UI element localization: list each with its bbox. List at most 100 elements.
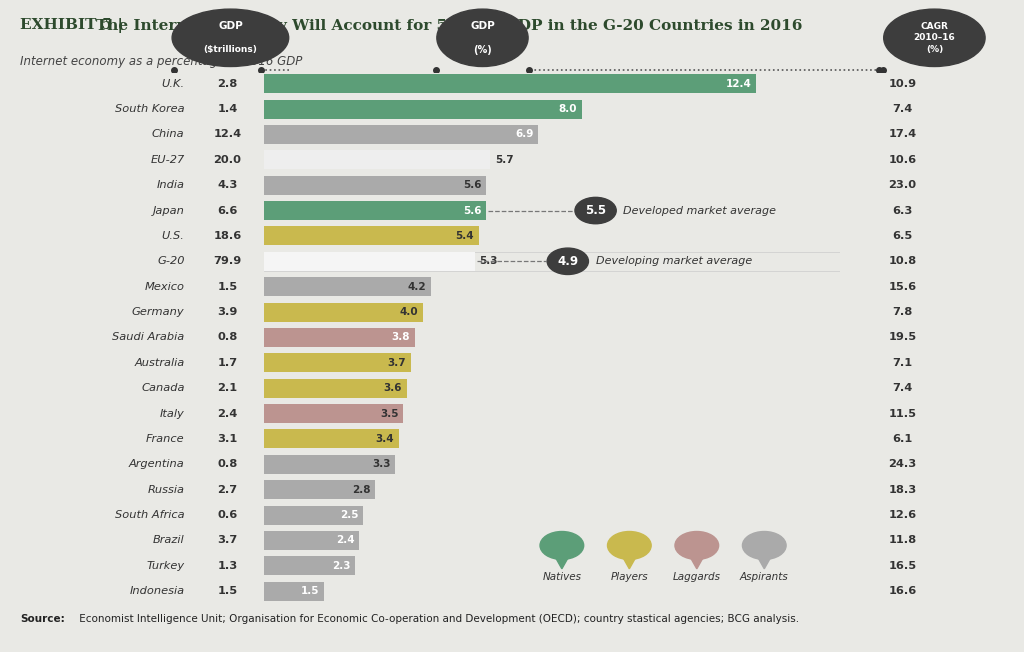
Text: 2.5: 2.5 <box>340 510 358 520</box>
Bar <box>264 226 478 245</box>
Text: 3.7: 3.7 <box>388 358 407 368</box>
Text: 4.0: 4.0 <box>399 307 418 317</box>
Text: Laggards: Laggards <box>673 572 721 582</box>
Bar <box>264 252 840 271</box>
Bar <box>264 353 411 372</box>
Circle shape <box>675 531 719 559</box>
Text: 79.9: 79.9 <box>213 256 242 266</box>
Text: Japan: Japan <box>153 205 184 216</box>
Text: Germany: Germany <box>132 307 184 317</box>
Text: 3.4: 3.4 <box>376 434 394 444</box>
Text: Developed market average: Developed market average <box>624 205 776 216</box>
Text: 2.7: 2.7 <box>217 484 238 495</box>
Text: GDP: GDP <box>218 21 243 31</box>
Text: 4.2: 4.2 <box>408 282 426 291</box>
Text: 5.4: 5.4 <box>455 231 474 241</box>
Bar <box>264 277 431 296</box>
Text: 6.3: 6.3 <box>893 205 912 216</box>
Text: 12.6: 12.6 <box>889 510 916 520</box>
Bar <box>264 582 324 600</box>
Text: 2.4: 2.4 <box>217 409 238 419</box>
Text: 2.8: 2.8 <box>217 79 238 89</box>
Polygon shape <box>555 556 569 569</box>
Text: 19.5: 19.5 <box>889 333 916 342</box>
Text: 3.8: 3.8 <box>392 333 411 342</box>
Text: 4.9: 4.9 <box>557 255 579 268</box>
Text: 10.6: 10.6 <box>889 155 916 165</box>
Text: 1.4: 1.4 <box>217 104 238 114</box>
Text: 15.6: 15.6 <box>889 282 916 291</box>
Text: 7.1: 7.1 <box>893 358 912 368</box>
Text: 5.5: 5.5 <box>585 204 606 217</box>
Text: Australia: Australia <box>134 358 184 368</box>
Text: 7.4: 7.4 <box>893 104 912 114</box>
Text: 10.8: 10.8 <box>889 256 916 266</box>
Ellipse shape <box>884 9 985 67</box>
Circle shape <box>547 248 589 274</box>
Text: Players: Players <box>610 572 648 582</box>
Text: 0.8: 0.8 <box>217 333 238 342</box>
Bar <box>264 480 376 499</box>
Text: 16.5: 16.5 <box>889 561 916 570</box>
Bar <box>264 303 423 321</box>
Bar <box>264 454 395 474</box>
Text: 11.8: 11.8 <box>889 535 916 545</box>
Text: Natives: Natives <box>543 572 582 582</box>
Polygon shape <box>623 556 637 569</box>
Text: 17.4: 17.4 <box>889 130 916 140</box>
Text: 12.4: 12.4 <box>726 79 752 89</box>
Text: 2010–16: 2010–16 <box>913 33 955 42</box>
Bar <box>264 505 364 524</box>
Text: 2.1: 2.1 <box>217 383 238 393</box>
Text: Argentina: Argentina <box>129 459 184 469</box>
Text: 6.6: 6.6 <box>217 205 238 216</box>
Text: U.S.: U.S. <box>162 231 184 241</box>
Text: South Korea: South Korea <box>115 104 184 114</box>
Text: South Africa: South Africa <box>115 510 184 520</box>
Polygon shape <box>757 556 771 569</box>
Text: Indonesia: Indonesia <box>129 586 184 596</box>
Text: 3.1: 3.1 <box>217 434 238 444</box>
Text: 5.6: 5.6 <box>463 205 481 216</box>
Text: Saudi Arabia: Saudi Arabia <box>113 333 184 342</box>
Text: 18.6: 18.6 <box>213 231 242 241</box>
Text: 1.5: 1.5 <box>300 586 318 596</box>
Text: Turkey: Turkey <box>146 561 184 570</box>
Text: 1.3: 1.3 <box>217 561 238 570</box>
Bar <box>264 201 486 220</box>
Text: Source:: Source: <box>20 614 66 624</box>
Bar <box>264 556 355 575</box>
Text: Russia: Russia <box>147 484 184 495</box>
Text: 4.3: 4.3 <box>217 180 238 190</box>
Text: 3.9: 3.9 <box>217 307 238 317</box>
Ellipse shape <box>172 9 289 67</box>
Text: 8.0: 8.0 <box>558 104 577 114</box>
Text: 7.8: 7.8 <box>893 307 912 317</box>
Bar <box>264 531 359 550</box>
Text: The Internet Economy Will Account for 5.3% of GDP in the G-20 Countries in 2016: The Internet Economy Will Account for 5.… <box>96 19 803 33</box>
Text: 3.3: 3.3 <box>372 459 390 469</box>
Text: Internet economy as a percentage of 2016 GDP: Internet economy as a percentage of 2016… <box>20 55 303 68</box>
Text: EXHIBIT 5 |: EXHIBIT 5 | <box>20 18 129 33</box>
Circle shape <box>540 531 584 559</box>
Text: 6.1: 6.1 <box>893 434 912 444</box>
Text: 0.6: 0.6 <box>217 510 238 520</box>
Text: Mexico: Mexico <box>144 282 184 291</box>
Text: 1.5: 1.5 <box>217 586 238 596</box>
Text: 0.8: 0.8 <box>217 459 238 469</box>
Bar <box>264 151 490 170</box>
Text: 6.9: 6.9 <box>515 130 534 140</box>
Bar <box>264 379 408 398</box>
Text: 1.7: 1.7 <box>217 358 238 368</box>
Circle shape <box>574 198 616 224</box>
Bar <box>264 328 415 347</box>
Circle shape <box>742 531 786 559</box>
Text: 1.5: 1.5 <box>217 282 238 291</box>
Text: 6.5: 6.5 <box>893 231 912 241</box>
Text: 5.6: 5.6 <box>463 180 481 190</box>
Text: China: China <box>152 130 184 140</box>
Text: India: India <box>157 180 184 190</box>
Text: 3.6: 3.6 <box>384 383 402 393</box>
Polygon shape <box>689 556 703 569</box>
Text: Brazil: Brazil <box>153 535 184 545</box>
